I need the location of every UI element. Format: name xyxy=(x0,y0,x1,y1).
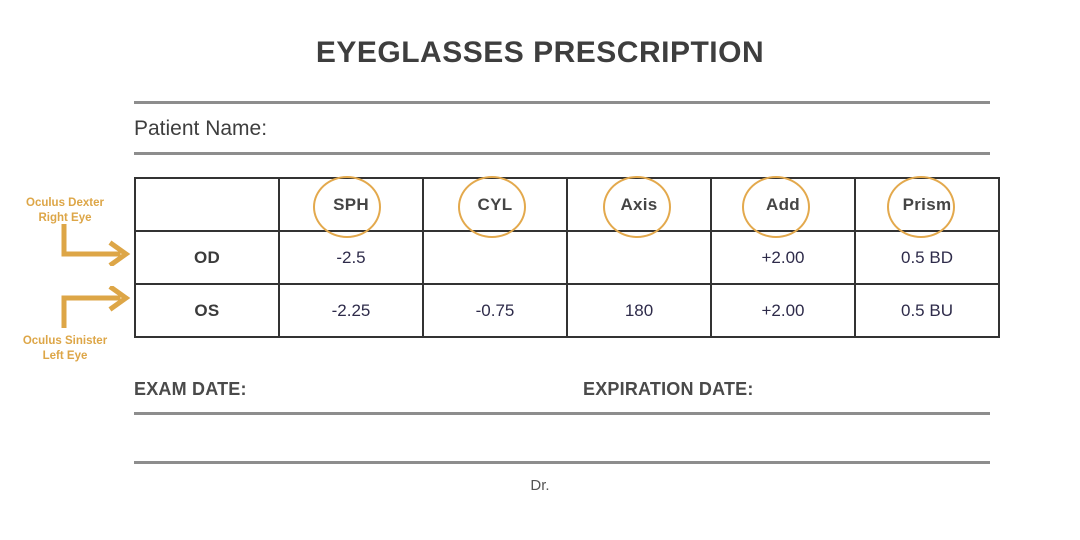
annotation-os: Oculus Sinister Left Eye xyxy=(0,334,130,364)
table-header-add: Add xyxy=(710,177,856,232)
row-od-eye-label: OD xyxy=(134,230,280,285)
annotation-od-line1: Oculus Dexter xyxy=(26,197,104,209)
cell-os-sph[interactable]: -2.25 xyxy=(278,283,424,338)
cell-od-cyl[interactable] xyxy=(422,230,568,285)
cell-od-axis[interactable] xyxy=(566,230,712,285)
table-header-sph: SPH xyxy=(278,177,424,232)
table-row: OS -2.25 -0.75 180 +2.00 0.5 BU xyxy=(134,283,1000,338)
cell-os-cyl[interactable]: -0.75 xyxy=(422,283,568,338)
cell-os-add[interactable]: +2.00 xyxy=(710,283,856,338)
annotation-od: Oculus Dexter Right Eye xyxy=(0,196,130,226)
dates-underline xyxy=(134,412,990,415)
expiration-date-label: EXPIRATION DATE: xyxy=(583,379,754,399)
table-row: OD -2.5 +2.00 0.5 BD xyxy=(134,230,1000,285)
cell-od-add[interactable]: +2.00 xyxy=(710,230,856,285)
signature-line xyxy=(134,461,990,464)
doctor-signature-label: Dr. xyxy=(530,477,550,494)
cell-od-sph[interactable]: -2.5 xyxy=(278,230,424,285)
table-header-row: SPH CYL Axis Add Prism xyxy=(134,177,1000,232)
patient-name-label: Patient Name: xyxy=(134,117,268,140)
annotation-os-arrow-icon xyxy=(61,286,131,328)
annotation-os-line1: Oculus Sinister xyxy=(22,335,108,347)
table-header-prism: Prism xyxy=(854,177,1000,232)
exam-date-label: EXAM DATE: xyxy=(134,379,247,399)
divider-top xyxy=(134,101,990,104)
page-title: EYEGLASSES PRESCRIPTION xyxy=(315,36,765,69)
annotation-os-line2: Left Eye xyxy=(42,350,88,362)
row-os-eye-label: OS xyxy=(134,283,280,338)
cell-os-prism[interactable]: 0.5 BU xyxy=(854,283,1000,338)
table-header-axis: Axis xyxy=(566,177,712,232)
cell-os-axis[interactable]: 180 xyxy=(566,283,712,338)
annotation-od-arrow-icon xyxy=(61,224,131,266)
annotation-od-line2: Right Eye xyxy=(38,212,92,224)
table-header-blank xyxy=(134,177,280,232)
prescription-table: SPH CYL Axis Add Prism OD -2.5 +2.00 0.5… xyxy=(134,177,1000,338)
patient-name-underline xyxy=(134,152,990,155)
table-header-cyl: CYL xyxy=(422,177,568,232)
cell-od-prism[interactable]: 0.5 BD xyxy=(854,230,1000,285)
